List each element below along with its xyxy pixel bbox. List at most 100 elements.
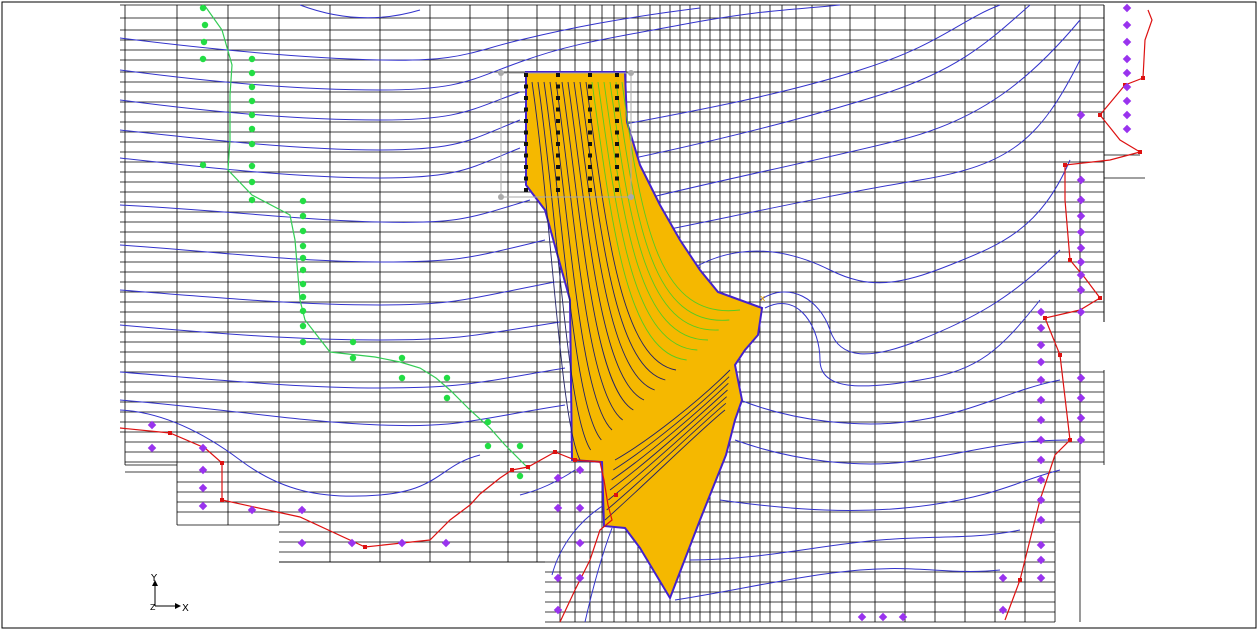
- observation-well: [299, 227, 307, 235]
- well-square: [588, 107, 592, 112]
- constant-head-cell: [1076, 435, 1086, 445]
- constant-head-cell: [147, 443, 157, 453]
- plume-contour: [608, 396, 727, 501]
- contour-line: [639, 19, 1081, 201]
- constant-head-cell: [878, 612, 888, 622]
- contour-line: [119, 409, 481, 497]
- axis-z-label: Z: [150, 603, 156, 612]
- well-square: [556, 176, 560, 181]
- plume-contour: [561, 81, 634, 411]
- plume-contour: [606, 402, 727, 511]
- contour-line: [619, 4, 1001, 126]
- contour-line: [119, 321, 561, 341]
- observation-well: [248, 83, 256, 91]
- plume-contour: [537, 81, 592, 451]
- well-square: [615, 107, 619, 112]
- constant-head-cell: [575, 573, 585, 583]
- well-square: [556, 107, 560, 112]
- selection-handle[interactable]: [498, 70, 504, 76]
- observation-well: [248, 69, 256, 77]
- observation-well: [299, 197, 307, 205]
- well-square: [588, 165, 592, 169]
- observation-well: [248, 196, 256, 204]
- well-square: [615, 165, 619, 169]
- contour-line: [584, 527, 613, 623]
- observation-well: [299, 254, 307, 262]
- well-square: [556, 119, 560, 123]
- constant-head-cell: [1076, 373, 1086, 383]
- boundary-vertex: [1098, 113, 1102, 117]
- observation-well: [248, 97, 256, 105]
- boundary-vertex: [220, 498, 224, 502]
- constant-head-cell: [198, 465, 208, 475]
- plume-contour: [615, 81, 730, 321]
- constant-head-cell: [1076, 257, 1086, 267]
- well-square: [524, 142, 528, 146]
- contour-line: [734, 439, 1071, 465]
- contour-line: [739, 379, 1061, 425]
- constant-head-cell: [1036, 573, 1046, 583]
- well-square: [588, 188, 592, 192]
- well-square: [615, 119, 619, 123]
- contour-line: [119, 239, 546, 263]
- observation-well: [299, 293, 307, 301]
- selection-handle[interactable]: [628, 194, 634, 200]
- constant-head-cell: [441, 538, 451, 548]
- observation-well: [299, 242, 307, 250]
- selection-handle[interactable]: [628, 70, 634, 76]
- contour-line: [119, 7, 701, 61]
- observation-well: [248, 162, 256, 170]
- well-square: [615, 73, 619, 77]
- plume-contour: [567, 81, 645, 401]
- constant-head-cell: [1036, 455, 1046, 465]
- plume-contour: [585, 81, 677, 371]
- axis-triad: Y X Z: [150, 573, 189, 614]
- observation-well: [248, 55, 256, 63]
- observation-well: [248, 125, 256, 133]
- selection-handle[interactable]: [498, 194, 504, 200]
- contour-line: [119, 4, 841, 91]
- contour-line: [519, 469, 576, 496]
- well-square: [556, 165, 560, 169]
- constant-head-cell: [198, 443, 208, 453]
- observation-well: [484, 418, 492, 426]
- constant-head-cell: [1036, 540, 1046, 550]
- plume-contour: [603, 81, 709, 341]
- well-square: [615, 176, 619, 181]
- constant-head-cell: [1036, 323, 1046, 333]
- constant-head-cell: [553, 605, 563, 615]
- selection-box[interactable]: [498, 70, 634, 200]
- red-boundary-left[interactable]: [119, 427, 613, 623]
- boundary-vertex: [1068, 438, 1072, 442]
- well-square: [556, 130, 560, 135]
- observation-well: [443, 394, 451, 402]
- observation-well: [299, 266, 307, 274]
- observation-well: [516, 472, 524, 480]
- constant-head-cell: [1076, 307, 1086, 317]
- green-polyline[interactable]: [204, 5, 531, 471]
- constant-head-cell: [1036, 495, 1046, 505]
- plume-contour: [531, 81, 581, 461]
- constant-head-cell: [1076, 413, 1086, 423]
- boundary-vertex: [1063, 163, 1067, 167]
- plume-contour: [573, 81, 655, 391]
- well-square: [524, 84, 528, 89]
- plume-contour: [579, 81, 666, 381]
- plume-contour: [543, 81, 602, 441]
- contour-line: [119, 367, 566, 389]
- plume-contour: [621, 81, 741, 312]
- constant-head-cell: [1036, 415, 1046, 425]
- observation-well: [443, 374, 451, 382]
- contour-line: [119, 91, 521, 121]
- contour-line: [119, 281, 556, 306]
- contour-line: [764, 299, 1041, 387]
- contour-line: [624, 4, 1031, 161]
- source-wells: [524, 73, 619, 192]
- constant-head-cell: [575, 465, 585, 475]
- well-square: [588, 119, 592, 123]
- boundary-vertex: [1098, 296, 1102, 300]
- well-square: [588, 130, 592, 135]
- constant-head-cell: [198, 483, 208, 493]
- well-square: [524, 153, 528, 158]
